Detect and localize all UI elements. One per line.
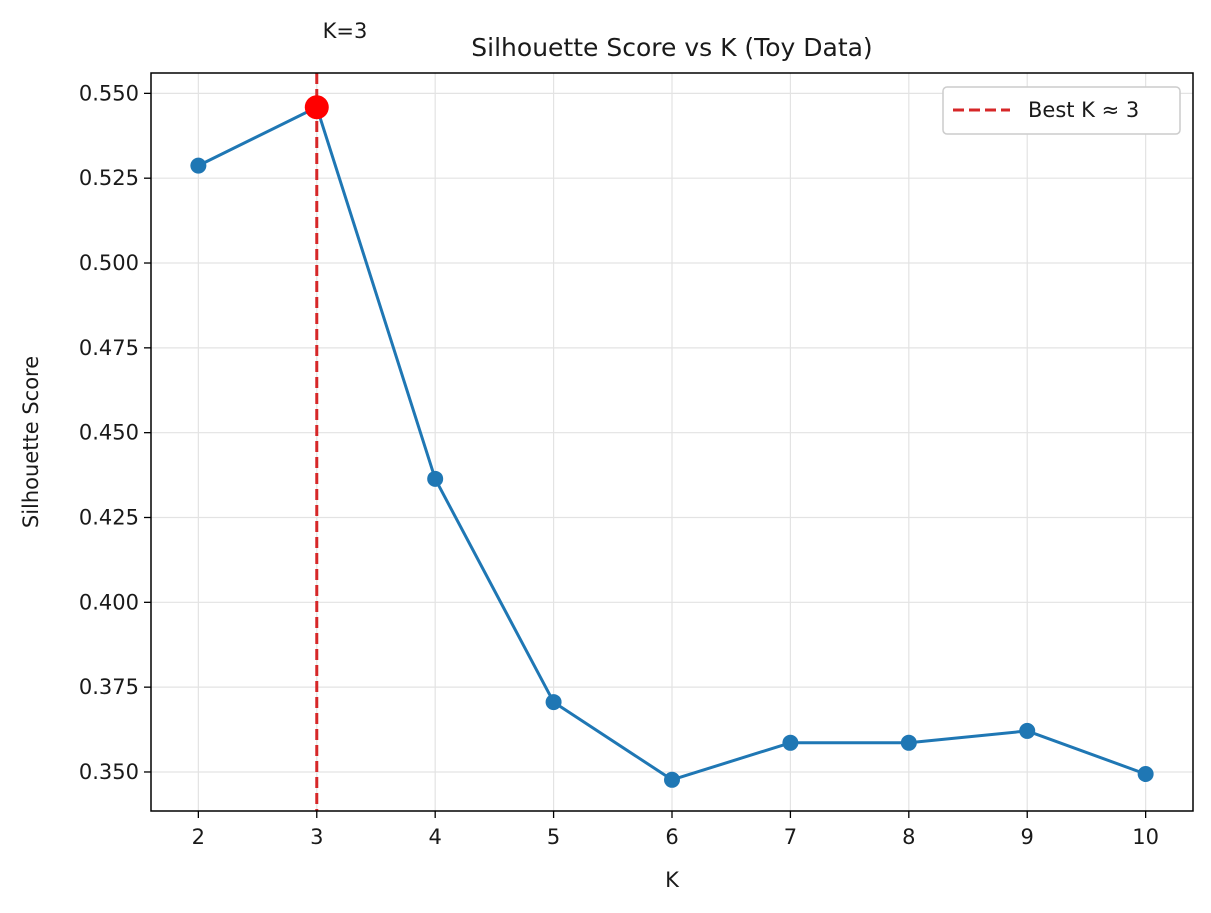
legend-box [942, 86, 1181, 135]
x-tick-label: 5 [547, 825, 560, 849]
x-tick-label: 7 [784, 825, 797, 849]
y-tick-label: 0.475 [79, 336, 139, 360]
x-axis-label: K [665, 868, 680, 892]
x-tick-label: 4 [428, 825, 441, 849]
data-point [900, 734, 917, 751]
y-tick-label: 0.550 [79, 81, 139, 105]
data-point [545, 694, 562, 711]
data-point [782, 734, 799, 751]
ticks-layer: 2 3 4 5 6 7 8 9 10 0.350 0.375 0.400 0.425 0.450 0.475… [79, 81, 1159, 849]
data-point [664, 771, 680, 788]
y-tick-label: 0.350 [79, 760, 139, 784]
x-tick-label: 10 [1132, 825, 1159, 849]
data-point [1137, 766, 1154, 783]
best-k-point [304, 95, 329, 120]
chart-title: Silhouette Score vs K (Toy Data) [471, 33, 872, 62]
legend: Best K ≈ 3 [942, 86, 1181, 135]
series-layer [190, 95, 1154, 788]
y-tick-label: 0.375 [79, 675, 139, 699]
data-point [427, 470, 444, 487]
y-tick-label: 0.425 [79, 505, 139, 529]
x-tick-label: 9 [1021, 825, 1034, 849]
best-k-annotation: K=3 [323, 19, 368, 43]
y-axis-label: Silhouette Score [19, 356, 43, 528]
x-tick-label: 8 [902, 825, 915, 849]
legend-label-best-k: Best K ≈ 3 [1028, 98, 1139, 122]
x-tick-label: 6 [665, 825, 678, 849]
data-point [190, 157, 207, 174]
x-tick-label: 2 [192, 825, 205, 849]
y-tick-label: 0.450 [79, 421, 139, 445]
x-tick-label: 3 [310, 825, 323, 849]
y-tick-label: 0.525 [79, 166, 139, 190]
data-point [1019, 722, 1036, 739]
grid-layer [151, 73, 1193, 811]
y-tick-label: 0.400 [79, 590, 139, 614]
y-tick-label: 0.500 [79, 251, 139, 275]
